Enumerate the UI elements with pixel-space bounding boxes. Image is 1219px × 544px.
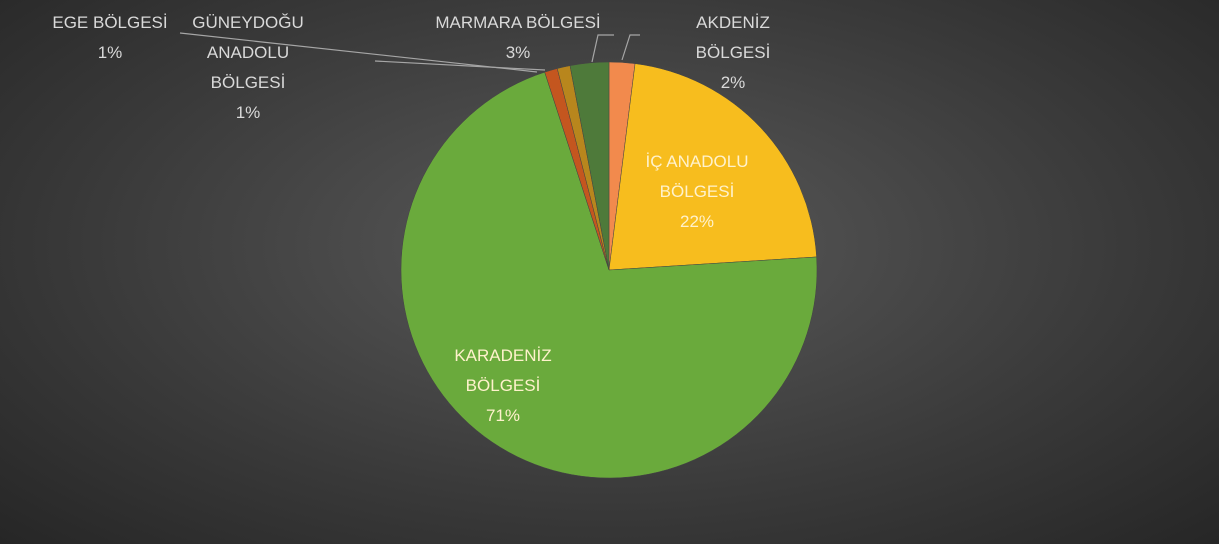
leader-line [179,32,538,73]
data-label: İÇ ANADOLU BÖLGESİ 22% [622,147,772,237]
label-value: 1% [97,43,123,62]
label-value: 2% [720,73,746,92]
data-label: EGE BÖLGESİ 1% [30,8,190,68]
label-value: 71% [485,406,521,425]
label-value: 22% [679,212,715,231]
data-label: MARMARA BÖLGESİ 3% [408,8,628,68]
label-name: EGE BÖLGESİ [52,13,168,32]
label-name: AKDENİZ BÖLGESİ [695,13,771,62]
leader-line [591,34,614,63]
pie-slice [400,71,818,479]
data-label: AKDENİZ BÖLGESİ 2% [663,8,803,98]
leader-line [374,60,546,71]
label-name: MARMARA BÖLGESİ [435,13,601,32]
label-name: KARADENİZ BÖLGESİ [454,346,552,395]
data-label: GÜNEYDOĞU ANADOLU BÖLGESİ 1% [178,8,318,128]
label-value: 3% [505,43,531,62]
pie-slice [608,63,817,271]
label-name: İÇ ANADOLU BÖLGESİ [645,152,749,201]
leader-line [621,34,640,61]
label-value: 1% [235,103,261,122]
data-label: KARADENİZ BÖLGESİ 71% [433,341,573,431]
label-name: GÜNEYDOĞU ANADOLU BÖLGESİ [192,13,304,92]
pie-slice [569,61,610,271]
